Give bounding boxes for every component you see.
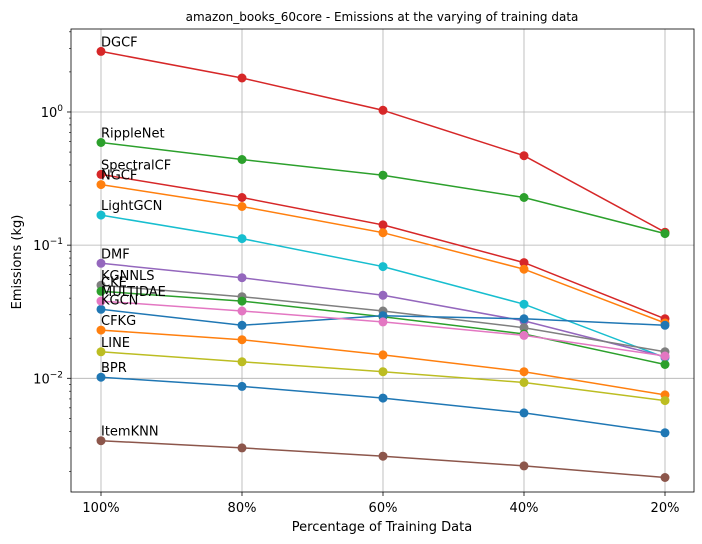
data-point xyxy=(237,443,247,453)
data-point xyxy=(237,296,247,306)
data-point xyxy=(96,210,106,220)
data-point xyxy=(237,234,247,244)
data-point xyxy=(96,258,106,268)
series-label: CKE xyxy=(101,275,127,290)
data-point xyxy=(237,306,247,316)
data-point xyxy=(96,286,106,296)
data-point xyxy=(378,220,388,230)
data-point xyxy=(519,408,529,418)
data-point xyxy=(96,325,106,335)
data-point xyxy=(378,393,388,403)
data-point xyxy=(378,317,388,327)
data-point xyxy=(96,138,106,147)
series-cfkg xyxy=(96,325,670,400)
grid xyxy=(71,29,694,492)
data-point xyxy=(237,357,247,367)
series-label: MULTIDAE xyxy=(101,285,166,300)
data-point xyxy=(519,330,529,340)
series-label: RippleNet xyxy=(101,127,165,142)
data-point xyxy=(660,360,670,369)
data-point xyxy=(378,290,388,300)
series-dgcf xyxy=(96,46,670,237)
x-tick-label: 80% xyxy=(228,501,257,516)
data-point xyxy=(237,335,247,345)
data-point xyxy=(96,296,106,306)
y-tick-label: 10−2 xyxy=(33,370,63,387)
data-point xyxy=(519,378,529,387)
data-point xyxy=(378,367,388,377)
series-spectralcf xyxy=(96,169,670,324)
series-line xyxy=(96,347,670,406)
data-point xyxy=(378,170,388,180)
data-point xyxy=(237,193,247,202)
data-point xyxy=(378,228,388,238)
data-point xyxy=(660,320,670,330)
data-point xyxy=(519,323,529,333)
data-point xyxy=(237,320,247,330)
series-label: DGCF xyxy=(101,35,138,50)
data-point xyxy=(96,169,106,179)
series-kgcn xyxy=(96,304,670,330)
data-point xyxy=(519,367,529,377)
x-tick-label: 100% xyxy=(82,501,119,516)
series-label: LightGCN xyxy=(101,199,162,214)
plot-frame xyxy=(70,28,695,493)
series-label: SpectralCF xyxy=(101,158,171,173)
axes: 100% 80% 60% 40% 20% 10−2 10−1 100 xyxy=(33,28,695,516)
series-label: KGCN xyxy=(101,293,138,308)
data-point xyxy=(96,347,106,357)
chart-title: amazon_books_60core - Emissions at the v… xyxy=(186,10,579,24)
data-point xyxy=(660,351,670,361)
data-point xyxy=(96,436,106,446)
data-point xyxy=(519,264,529,274)
series-multidae xyxy=(96,296,670,361)
data-point xyxy=(378,350,388,360)
x-tick-label: 40% xyxy=(510,501,539,516)
series-label: NGCF xyxy=(101,169,137,184)
series-itemknn xyxy=(96,436,670,482)
data-point xyxy=(519,299,529,309)
data-point xyxy=(660,229,670,239)
data-point xyxy=(378,262,388,272)
data-point xyxy=(96,304,106,314)
data-point xyxy=(96,180,106,190)
data-point xyxy=(519,314,529,324)
data-point xyxy=(519,461,529,471)
data-point xyxy=(519,258,529,268)
data-point xyxy=(237,202,247,211)
series-label: KGNNLS xyxy=(101,269,155,284)
x-tick-label: 60% xyxy=(369,501,398,516)
data-point xyxy=(237,73,247,83)
data-point xyxy=(96,372,106,382)
data-point xyxy=(237,273,247,283)
series-lines xyxy=(96,46,670,482)
data-point xyxy=(237,155,247,164)
series-label: ItemKNN xyxy=(101,425,159,440)
series-bpr xyxy=(96,372,670,438)
data-point xyxy=(378,451,388,461)
data-point xyxy=(660,473,670,482)
series-label: LINE xyxy=(101,336,130,351)
data-point xyxy=(660,428,670,438)
data-point xyxy=(237,381,247,391)
series-ripplenet xyxy=(96,138,670,239)
series-label: DMF xyxy=(101,247,130,262)
series-label: CFKG xyxy=(101,314,136,329)
data-point xyxy=(660,396,670,406)
data-point xyxy=(378,311,388,321)
y-tick-label: 100 xyxy=(41,104,64,121)
y-axis-label: Emissions (kg) xyxy=(10,215,25,310)
data-point xyxy=(519,151,529,161)
x-axis-label: Percentage of Training Data xyxy=(292,520,472,535)
y-tick-label: 10−1 xyxy=(33,237,63,254)
data-point xyxy=(378,105,388,115)
data-point xyxy=(96,46,106,56)
data-point xyxy=(519,193,529,202)
x-tick-label: 20% xyxy=(651,501,680,516)
series-label: BPR xyxy=(101,361,127,376)
